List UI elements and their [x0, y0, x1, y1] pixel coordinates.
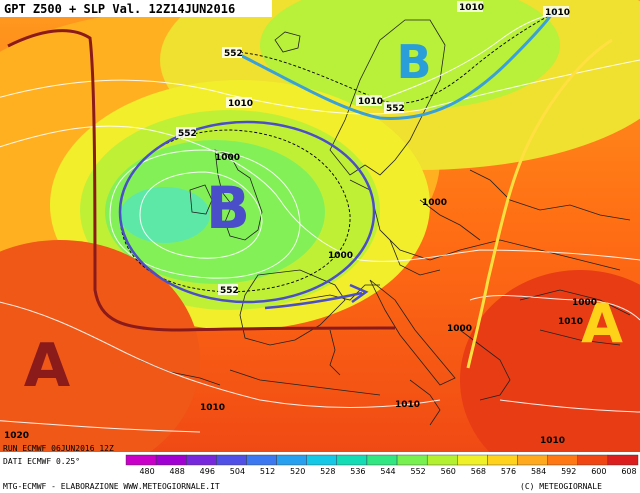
scale-swatch — [186, 454, 217, 466]
scale-tick-label: 480 — [139, 467, 154, 476]
scale-swatch — [517, 454, 548, 466]
isobar-label: 1000 — [422, 198, 447, 208]
scale-swatch — [306, 454, 338, 466]
low-center-label-uk: B — [206, 174, 250, 242]
field-band-southwest — [0, 240, 200, 480]
flow-arrow-head — [349, 283, 369, 304]
isobars — [0, 9, 640, 433]
low-center-label-scandinavia: B — [396, 35, 431, 89]
scale-swatch — [155, 454, 187, 466]
isobar-label: 1020 — [4, 431, 29, 441]
ridge-line-west — [7, 29, 396, 332]
contour-labels: 1010 1010 1010 1010 1000 1000 1000 1000 … — [4, 1, 597, 446]
trough-line — [239, 7, 558, 120]
scale-tick-label: 512 — [260, 467, 275, 476]
isobar-label: 1000 — [572, 298, 597, 308]
scale-tick-label: 576 — [501, 467, 516, 476]
scale-tick-label: 560 — [441, 467, 456, 476]
scale-swatch — [125, 454, 157, 466]
scale-tick-label: 496 — [200, 467, 215, 476]
credits: MTG-ECMWF - ELABORAZIONE WWW.METEOGIORNA… — [3, 482, 220, 491]
scale-tick-label: 552 — [411, 467, 426, 476]
scale-swatch — [336, 454, 368, 466]
scale-swatch — [577, 454, 609, 466]
scale-swatch — [607, 454, 639, 466]
flow-arrow — [264, 291, 363, 310]
scale-swatch — [366, 454, 398, 466]
scale-swatch — [246, 454, 277, 466]
scale-swatch — [457, 454, 488, 466]
copyright: (C) METEOGIORNALE — [520, 482, 602, 491]
field-band-southeast — [460, 270, 640, 490]
run-info: RUN ECMWF 06JUN2016 12Z — [3, 444, 114, 453]
scale-swatch — [276, 454, 307, 466]
scale-tick-label: 536 — [350, 467, 365, 476]
ridge-line-east — [466, 38, 613, 369]
coastlines — [139, 19, 631, 426]
scale-tick-label: 544 — [380, 467, 395, 476]
isohypse-label: 552 — [178, 129, 197, 139]
isobar-label: 1010 — [545, 8, 570, 18]
scale-tick-label: 592 — [561, 467, 576, 476]
isobar-label: 1010 — [358, 97, 383, 107]
scale-tick-label: 568 — [471, 467, 486, 476]
scale-tick-label: 504 — [230, 467, 245, 476]
scale-tick-label: 608 — [621, 467, 636, 476]
isobar-label: 1010 — [200, 403, 225, 413]
scale-tick-label: 584 — [531, 467, 546, 476]
scale-tick-label: 520 — [290, 467, 305, 476]
field-band-green — [105, 140, 325, 284]
field-core — [120, 187, 210, 243]
scale-tick-label: 600 — [591, 467, 606, 476]
header-background — [0, 0, 272, 17]
isobar-label: 1000 — [215, 153, 240, 163]
isohypse-label: 552 — [386, 104, 405, 114]
isobar-label: 1000 — [328, 251, 353, 261]
scale-tick-label: 488 — [170, 467, 185, 476]
isobar-label: 1010 — [228, 99, 253, 109]
scale-swatch — [547, 454, 578, 466]
isobar-label: 1010 — [459, 3, 484, 13]
data-info: DATI ECMWF 0.25° — [3, 457, 80, 466]
isohypse-552 — [119, 9, 561, 293]
color-scale: 480 488 496 504 512 520 528 536 544 552 560 568 576 5… — [125, 454, 639, 476]
isobar-label: 1000 — [447, 324, 472, 334]
scale-swatch — [396, 454, 428, 466]
scale-swatch — [487, 454, 518, 466]
low-circle — [118, 120, 376, 304]
high-center-label-east: A — [581, 292, 623, 355]
isohypse-label: 552 — [220, 286, 239, 296]
isohypse-label: 552 — [224, 49, 243, 59]
isobar-label: 1010 — [395, 400, 420, 410]
map-title: GPT Z500 + SLP Val. 12Z14JUN2016 — [4, 2, 235, 16]
isobar-label: 1010 — [540, 436, 565, 446]
scale-tick-label: 528 — [320, 467, 335, 476]
scale-swatch — [426, 454, 458, 466]
scale-swatch — [216, 454, 247, 466]
high-center-label-west: A — [24, 331, 71, 401]
isobar-label: 1010 — [558, 317, 583, 327]
